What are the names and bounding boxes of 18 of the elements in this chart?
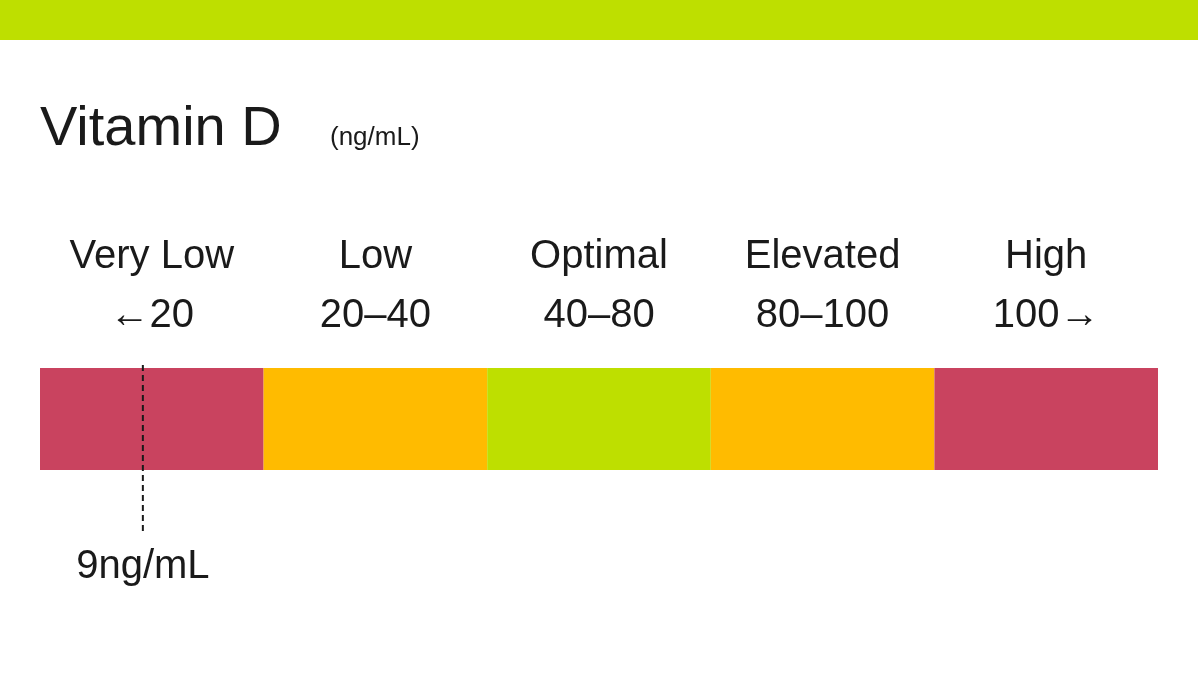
text: High	[1005, 232, 1088, 276]
text: Optimal	[530, 232, 668, 276]
text: 20–40	[319, 291, 432, 335]
text: 40–80	[543, 291, 655, 335]
bar	[40, 368, 264, 470]
text: Low	[338, 232, 413, 276]
bar	[487, 368, 711, 470]
chart-title: Vitamin D	[40, 94, 282, 157]
text: Elevated	[744, 232, 901, 276]
text: ←20	[109, 291, 195, 335]
chart-subtitle: (ng/mL)	[330, 121, 420, 151]
text: 80–100	[755, 291, 890, 335]
bar	[934, 368, 1158, 470]
ref-line-label: 9ng/mL	[76, 542, 210, 586]
text: 100→	[992, 291, 1100, 335]
bar	[263, 368, 488, 470]
bar	[710, 368, 935, 470]
text: Very Low	[69, 232, 235, 276]
